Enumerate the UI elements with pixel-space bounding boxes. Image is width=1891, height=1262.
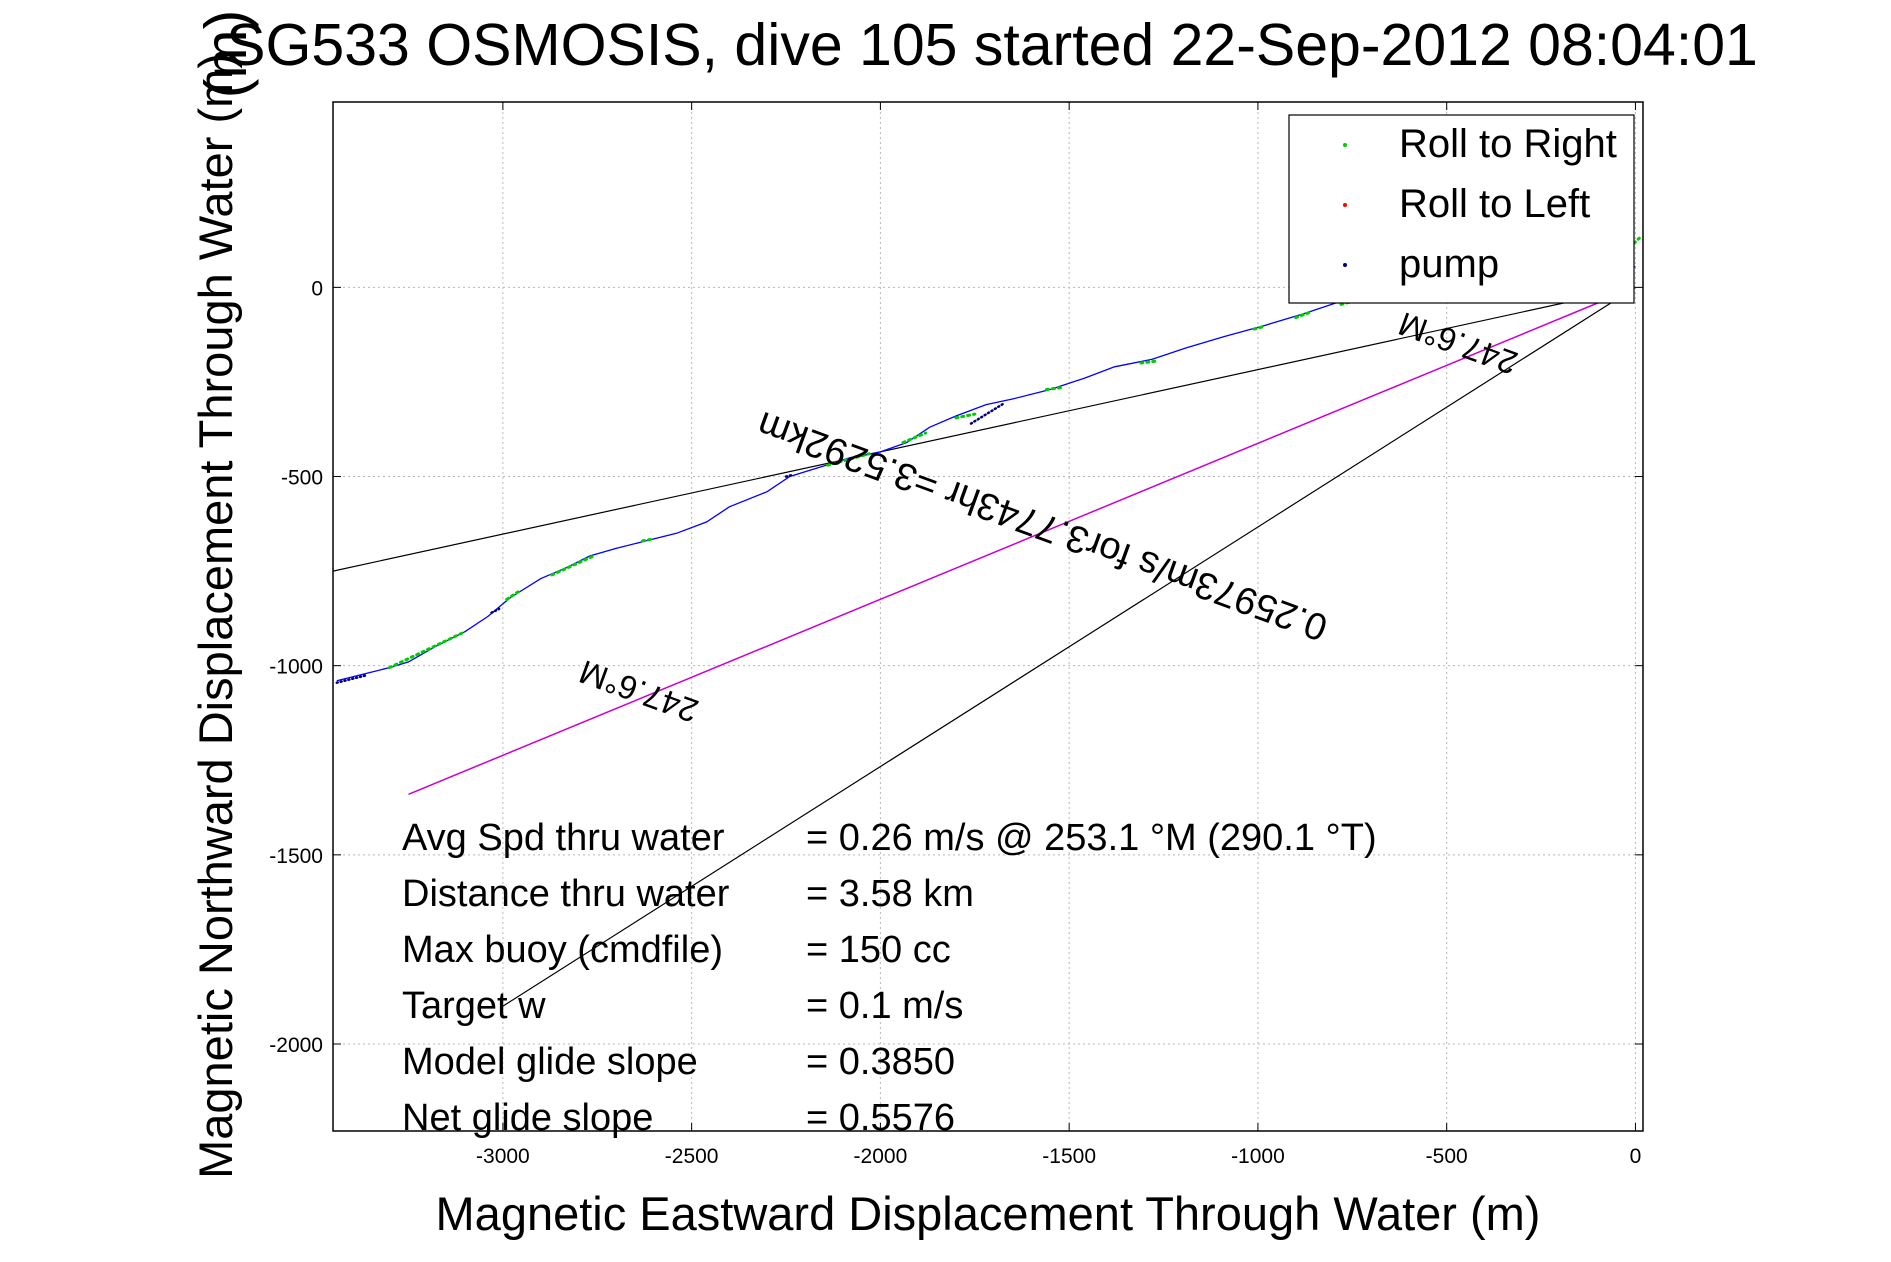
stat-value: = 0.5576 bbox=[806, 1097, 955, 1139]
x-tick-label: -2500 bbox=[665, 1145, 719, 1168]
roll-right-marker bbox=[901, 431, 928, 444]
roll-right-marker bbox=[641, 537, 656, 543]
chart-title: SG533 OSMOSIS, dive 105 started 22-Sep-2… bbox=[226, 12, 1758, 78]
roll-right-marker bbox=[1139, 359, 1158, 365]
x-tick-label: 0 bbox=[1630, 1145, 1642, 1168]
stats-block: Avg Spd thru water = 0.26 m/s @ 253.1 °M … bbox=[402, 817, 1377, 1139]
x-axis-label: Magnetic Eastward Displacement Through W… bbox=[436, 1187, 1541, 1240]
y-tick-label: -1000 bbox=[269, 656, 323, 679]
roll-right-marker bbox=[388, 630, 467, 670]
pump-marker bbox=[335, 673, 369, 684]
legend-label: Roll to Left bbox=[1399, 182, 1590, 226]
y-tick-label: 0 bbox=[311, 277, 323, 300]
reference-line bbox=[408, 286, 1636, 795]
stat-value: = 150 cc bbox=[806, 929, 951, 971]
stat-value: = 3.58 km bbox=[806, 873, 974, 915]
y-tick-label: -500 bbox=[281, 467, 323, 490]
plot-frame bbox=[332, 101, 1644, 1132]
stat-label: Avg Spd thru water bbox=[402, 817, 725, 859]
legend-swatch bbox=[1343, 203, 1347, 207]
legend-label: pump bbox=[1399, 242, 1499, 286]
legend-box bbox=[1288, 114, 1635, 304]
y-axis-label: Magnetic Northward Displacement Through … bbox=[189, 53, 242, 1179]
stat-value: = 0.3850 bbox=[806, 1041, 955, 1083]
legend-swatch bbox=[1343, 263, 1347, 267]
reference-lines bbox=[332, 286, 1636, 1007]
stat-label: Distance thru water bbox=[402, 873, 730, 915]
stat-label: Model glide slope bbox=[402, 1041, 698, 1083]
y-tick-label: -1500 bbox=[269, 845, 323, 868]
pump-marker bbox=[784, 473, 795, 478]
y-axis-label-unit-overlap: (m) bbox=[193, 10, 259, 98]
pump-marker bbox=[490, 607, 501, 614]
x-tick-label: -3000 bbox=[476, 1145, 530, 1168]
roll-right-marker bbox=[826, 452, 871, 467]
roll-right-marker bbox=[1252, 325, 1264, 331]
stat-label: Target w bbox=[402, 985, 546, 1027]
pump-marker bbox=[969, 401, 1007, 425]
roll-right-marker bbox=[954, 412, 977, 420]
x-tick-label: -1000 bbox=[1231, 1145, 1285, 1168]
legend: Roll to Right Roll to Left pump bbox=[1288, 114, 1635, 304]
y-tick-label: -2000 bbox=[269, 1034, 323, 1057]
grid-lines bbox=[333, 102, 1643, 1131]
reference-line bbox=[332, 286, 1636, 572]
stat-value: = 0.26 m/s @ 253.1 °M (290.1 °T) bbox=[806, 817, 1377, 859]
roll-right-marker bbox=[1045, 386, 1064, 392]
x-tick-label: -1500 bbox=[1042, 1145, 1096, 1168]
stat-value: = 0.1 m/s bbox=[806, 985, 963, 1027]
roll-right-marker bbox=[1294, 310, 1313, 320]
legend-swatch bbox=[1343, 143, 1347, 147]
axis-ticks: -3000 -2500 -2000 -1500 -1000 -500 0 0 -500 -1000… bbox=[269, 102, 1643, 1168]
x-tick-label: -500 bbox=[1426, 1145, 1468, 1168]
stat-label: Max buoy (cmdfile) bbox=[402, 929, 723, 971]
stat-label: Net glide slope bbox=[402, 1097, 653, 1139]
x-tick-label: -2000 bbox=[854, 1145, 908, 1168]
legend-label: Roll to Right bbox=[1399, 122, 1617, 166]
roll-right-marker bbox=[550, 554, 595, 577]
roll-right-marker bbox=[505, 590, 520, 601]
reference-line bbox=[502, 286, 1636, 1007]
